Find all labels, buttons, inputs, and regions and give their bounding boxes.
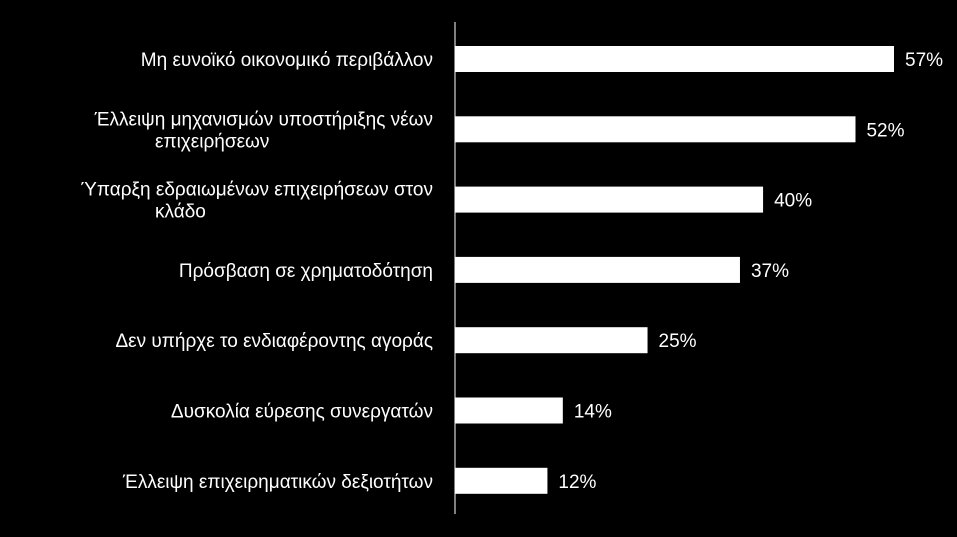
value-label-4: 37%: [751, 261, 789, 282]
value-label-3: 40%: [774, 191, 812, 212]
category-labels-group: Μη ευνοϊκό οικονομικό περιβάλλον Έλλειψη …: [81, 50, 433, 493]
value-labels-group: 57% 52% 40% 37% 25% 14% 12%: [558, 50, 943, 493]
category-label-7: Έλλειψη επιχειρηματικών δεξιοτήτων: [122, 472, 433, 493]
value-label-1: 57%: [905, 50, 943, 71]
category-label-2-line-1: Έλλειψη μηχανισμών υποστήριξης νέων: [94, 109, 433, 130]
bar-7: [455, 467, 548, 494]
category-label-2-line-2: επιχειρήσεων: [155, 131, 269, 152]
category-label-4: Πρόσβαση σε χρηματοδότηση: [179, 261, 433, 282]
bar-6: [455, 397, 563, 424]
category-label-6: Δυσκολία εύρεσης συνεργατών: [171, 402, 433, 423]
category-label-3-line-1: Ύπαρξη εδραιωμένων επιχειρήσεων στον: [81, 180, 433, 201]
category-label-5: Δεν υπήρχε το ενδιαφέροντης αγοράς: [115, 331, 433, 352]
bar-5: [455, 327, 648, 354]
value-label-6: 14%: [574, 402, 612, 423]
category-label-3-line-2: κλάδο: [155, 202, 206, 223]
value-label-5: 25%: [659, 331, 697, 352]
bar-4: [455, 256, 740, 283]
category-label-1: Μη ευνοϊκό οικονομικό περιβάλλον: [141, 50, 433, 71]
bar-1: [455, 46, 894, 72]
value-label-2: 52%: [866, 120, 904, 141]
bar-3: [455, 186, 764, 213]
bars-group: [455, 46, 894, 494]
value-label-7: 12%: [558, 472, 596, 493]
bar-2: [455, 116, 856, 143]
